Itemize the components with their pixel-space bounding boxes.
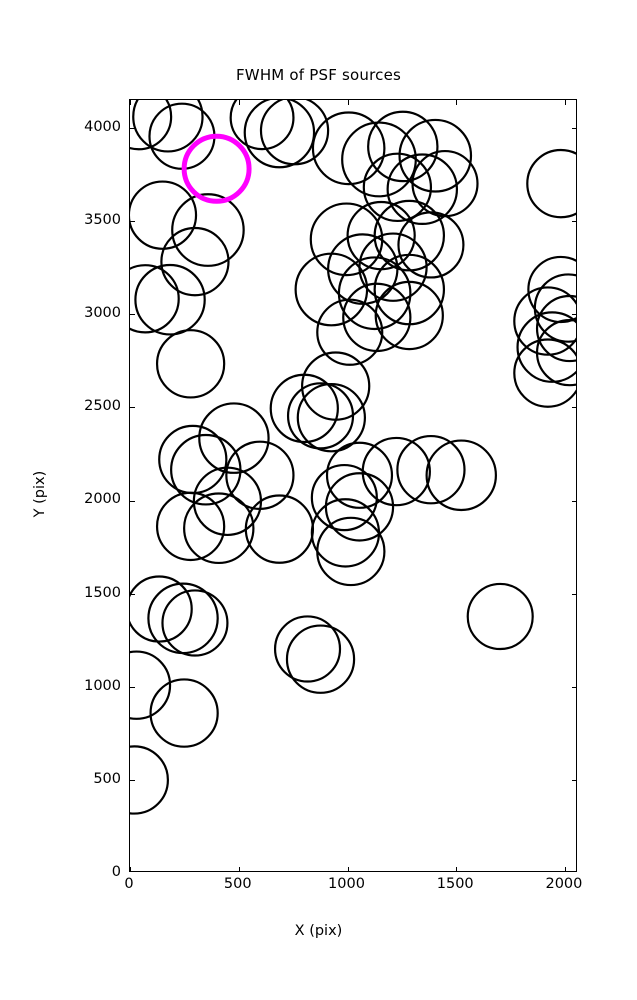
- psf-circle: [296, 382, 367, 453]
- y-tick-label: 2500: [84, 398, 121, 415]
- psf-circle: [286, 382, 355, 450]
- chart-title: FWHM of PSF sources: [235, 66, 402, 84]
- psf-circle: [155, 491, 226, 562]
- y-tick-mark-right: [571, 127, 576, 129]
- psf-circle: [244, 494, 315, 564]
- y-tick-mark: [130, 407, 135, 409]
- psf-circle: [396, 434, 466, 505]
- psf-circle: [130, 100, 173, 151]
- psf-circle: [535, 294, 576, 363]
- psf-circle: [130, 745, 169, 815]
- y-tick-mark: [130, 127, 135, 129]
- y-tick-mark: [130, 686, 135, 688]
- psf-circle: [374, 280, 444, 351]
- psf-circle: [160, 226, 230, 297]
- psf-circle: [285, 624, 356, 694]
- psf-circle: [513, 338, 576, 408]
- psf-circle: [149, 678, 219, 748]
- x-tick-mark-top: [565, 100, 566, 105]
- y-tick-mark-right: [571, 686, 576, 688]
- x-tick-mark: [565, 866, 566, 871]
- psf-circle: [325, 441, 394, 509]
- x-tick-mark-top: [456, 100, 458, 105]
- x-tick-mark: [456, 866, 458, 871]
- psf-circle: [243, 100, 316, 169]
- psf-circle: [362, 152, 433, 223]
- x-tick-mark: [238, 866, 240, 871]
- y-tick-label: 1500: [84, 584, 121, 601]
- y-axis-label: Y (pix): [32, 470, 48, 518]
- x-tick-mark-top: [347, 100, 349, 105]
- y-tick-mark: [130, 221, 135, 223]
- psf-circle: [310, 463, 378, 532]
- psf-circle: [386, 153, 459, 225]
- psf-circle: [198, 402, 270, 474]
- y-tick-label: 500: [93, 770, 121, 787]
- psf-circle: [130, 575, 193, 643]
- psf-circle: [327, 233, 399, 305]
- y-tick-mark: [130, 779, 135, 781]
- x-tick-mark-top: [130, 100, 131, 105]
- psf-circle: [132, 100, 204, 153]
- scatter-circle-layer: [130, 100, 576, 815]
- psf-circle: [294, 252, 369, 327]
- psf-circle: [533, 273, 576, 343]
- psf-circle: [273, 615, 342, 683]
- psf-circle: [171, 193, 245, 267]
- y-tick-label: 0: [111, 864, 121, 880]
- psf-circle: [130, 180, 198, 250]
- y-tick-label: 2000: [84, 491, 121, 508]
- psf-circle: [411, 149, 479, 218]
- psf-circle: [337, 256, 412, 331]
- psf-circle: [316, 298, 384, 366]
- y-tick-label: 4000: [84, 118, 121, 135]
- x-tick-mark: [130, 866, 131, 871]
- psf-circle: [513, 286, 576, 356]
- y-tick-mark-right: [571, 221, 576, 223]
- y-tick-label: 1000: [84, 677, 121, 694]
- psf-circle: [130, 264, 180, 334]
- psf-circle: [367, 110, 439, 183]
- psf-circle: [466, 582, 534, 651]
- x-tick-label: 1000: [328, 876, 365, 892]
- psf-circle: [535, 319, 576, 387]
- y-tick-mark-right: [571, 500, 576, 502]
- psf-circle: [316, 516, 386, 587]
- psf-circle: [183, 492, 255, 565]
- y-tick-label: 3500: [84, 212, 121, 229]
- psf-circle: [269, 373, 339, 444]
- psf-circle: [134, 263, 206, 336]
- plot-area[interactable]: [129, 99, 577, 872]
- highlighted-psf-circle: [181, 133, 252, 204]
- psf-circle: [130, 650, 172, 720]
- psf-circle: [324, 472, 395, 542]
- y-tick-mark-right: [571, 314, 576, 316]
- x-axis-label: X (pix): [294, 923, 343, 939]
- psf-circle: [526, 148, 576, 219]
- x-tick-mark-top: [238, 100, 240, 105]
- y-tick-mark-right: [571, 593, 576, 595]
- y-tick-mark: [130, 593, 135, 595]
- psf-circle: [397, 211, 465, 279]
- x-tick-label: 1500: [436, 876, 474, 892]
- x-tick-label: 0: [124, 876, 134, 892]
- x-tick-label: 2000: [545, 876, 583, 892]
- x-tick-mark: [347, 866, 349, 871]
- y-tick-mark-right: [571, 779, 576, 781]
- psf-circle: [516, 311, 576, 383]
- psf-circle: [398, 118, 473, 193]
- psf-circle: [155, 329, 226, 399]
- y-tick-mark: [130, 314, 135, 316]
- psf-circle: [229, 100, 295, 151]
- psf-circle: [161, 589, 229, 657]
- y-tick-label: 3000: [84, 305, 121, 322]
- psf-circle: [259, 100, 330, 166]
- y-tick-mark-right: [571, 407, 576, 409]
- psf-circle: [311, 111, 386, 186]
- psf-circle: [361, 436, 431, 507]
- psf-circle: [425, 439, 497, 512]
- y-tick-mark: [130, 500, 135, 502]
- x-tick-label: 500: [223, 876, 252, 892]
